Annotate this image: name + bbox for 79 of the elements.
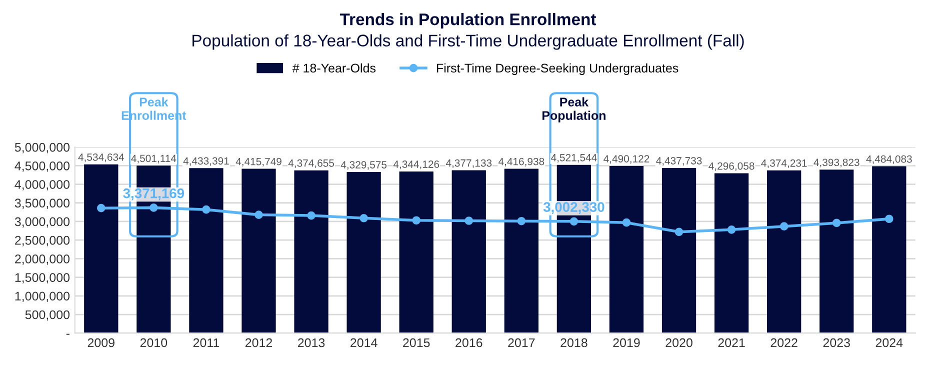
point bbox=[202, 205, 210, 214]
bar bbox=[189, 168, 224, 334]
bar bbox=[767, 170, 802, 334]
x-tick-label: 2022 bbox=[770, 338, 798, 348]
y-tick-label: 3,000,000 bbox=[14, 217, 70, 228]
data-label: 4,534,634 bbox=[78, 153, 124, 162]
bar bbox=[662, 168, 696, 334]
y-tick-label: 4,500,000 bbox=[14, 161, 70, 172]
bar bbox=[242, 168, 276, 334]
x-tick-label: 2014 bbox=[350, 338, 378, 348]
data-label: 4,501,114 bbox=[131, 154, 176, 164]
data-label: 4,521,544 bbox=[551, 154, 597, 163]
y-tick-label: - bbox=[66, 334, 70, 335]
y-tick-label: 4,000,000 bbox=[14, 180, 70, 190]
point bbox=[727, 226, 736, 234]
bar bbox=[346, 172, 381, 334]
data-label: 4,416,938 bbox=[498, 158, 544, 166]
data-label: 4,393,823 bbox=[814, 158, 860, 168]
point bbox=[307, 211, 316, 220]
point bbox=[884, 214, 894, 224]
bar bbox=[820, 170, 854, 334]
x-tick-label: 2016 bbox=[456, 338, 482, 348]
point bbox=[780, 222, 788, 230]
y-tick-label: 2,500,000 bbox=[15, 236, 70, 246]
data-label: 4,490,122 bbox=[604, 155, 650, 164]
x-tick-label: 2019 bbox=[613, 338, 640, 348]
y-tick-label: 3,500,000 bbox=[14, 198, 70, 210]
point bbox=[464, 216, 474, 225]
point bbox=[412, 216, 421, 225]
x-tick-label: 2009 bbox=[88, 338, 114, 348]
x-tick-label: 2021 bbox=[718, 338, 745, 348]
x-tick-label: 2013 bbox=[298, 338, 325, 348]
data-label: 4,415,749 bbox=[236, 158, 282, 166]
data-label: 3,371,169 bbox=[123, 188, 184, 200]
point bbox=[150, 204, 158, 212]
x-tick-label: 2010 bbox=[140, 338, 168, 348]
y-tick-label: 2,000,000 bbox=[15, 254, 70, 265]
data-label: 3,002,330 bbox=[543, 202, 604, 214]
data-label: 4,296,058 bbox=[708, 162, 754, 171]
point bbox=[517, 216, 526, 226]
data-label: 4,484,083 bbox=[866, 155, 912, 164]
data-label: 4,374,231 bbox=[761, 159, 807, 168]
y-tick-label: 500,000 bbox=[25, 310, 70, 321]
data-label: 4,329,575 bbox=[340, 161, 387, 170]
data-label: 4,437,733 bbox=[656, 157, 702, 166]
chart-subtitle: Population of 18-Year-Olds and First-Time Undergraduate Enrollment (Fall) bbox=[192, 34, 744, 50]
bar bbox=[504, 168, 538, 334]
legend-label: # 18-Year-Olds bbox=[292, 63, 376, 73]
point bbox=[832, 218, 841, 228]
bar bbox=[609, 166, 644, 334]
x-tick-label: 2023 bbox=[823, 338, 850, 348]
x-tick-label: 2017 bbox=[508, 338, 535, 348]
data-label: 4,374,655 bbox=[288, 159, 334, 168]
bar bbox=[872, 166, 906, 334]
bar bbox=[399, 171, 434, 334]
point bbox=[254, 210, 263, 219]
y-tick-label: 1,000,000 bbox=[15, 292, 70, 302]
point bbox=[360, 214, 368, 222]
x-tick-label: 2015 bbox=[403, 338, 430, 348]
x-tick-label: 2020 bbox=[666, 338, 692, 348]
point bbox=[96, 204, 106, 212]
data-label: 4,433,391 bbox=[183, 157, 229, 166]
data-label: 4,344,126 bbox=[393, 160, 440, 170]
legend-label: First-Time Degree-Seeking Undergraduates bbox=[436, 63, 678, 76]
point bbox=[622, 218, 631, 227]
x-tick-label: 2024 bbox=[876, 338, 903, 348]
bar bbox=[84, 164, 118, 334]
y-tick-label: 1,500,000 bbox=[15, 273, 70, 284]
bar bbox=[714, 173, 749, 334]
x-tick-label: 2012 bbox=[245, 338, 272, 348]
y-tick-label: 5,000,000 bbox=[14, 142, 70, 154]
x-tick-label: 2011 bbox=[193, 338, 220, 348]
point bbox=[570, 217, 578, 226]
bar bbox=[452, 170, 486, 334]
bar bbox=[294, 170, 328, 334]
data-label: 4,377,133 bbox=[446, 159, 492, 168]
chart-title: Trends in Population Enrollment bbox=[340, 13, 596, 29]
point bbox=[674, 228, 684, 236]
x-tick-label: 2018 bbox=[560, 338, 588, 348]
